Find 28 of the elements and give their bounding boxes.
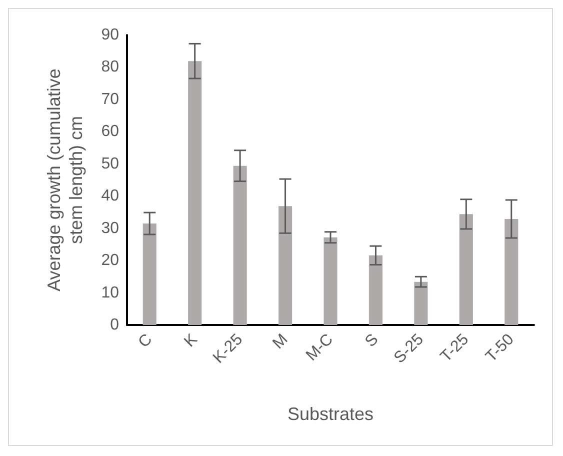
y-axis-title: Average growth (cumulative stem length) cm [44,68,86,292]
bar [504,218,518,325]
y-tick-label: 50 [101,155,120,172]
y-tick-label: 70 [101,90,120,108]
x-axis-title: Substrates [287,404,374,424]
bar [459,214,473,325]
y-tick-label: 20 [101,252,120,270]
bar [278,206,292,325]
x-tick-label: M-C [303,330,337,364]
y-tick-label: 0 [110,316,120,334]
x-tick-label: M [270,330,292,352]
bar [414,282,428,325]
x-tick-label: T-25 [438,330,472,366]
bar [188,61,202,325]
y-tick-label: 90 [101,26,120,44]
y-tick-label: 60 [101,123,120,140]
bar [233,166,247,325]
y-tick-label: 40 [101,188,120,205]
x-tick-label: T-50 [482,330,518,366]
x-tick-label: C [135,330,156,352]
y-tick-label: 80 [101,58,120,76]
bar [142,224,156,325]
bar [368,255,383,325]
bar [324,237,338,325]
y-tick-label: 10 [101,284,120,302]
x-tick-label: K [181,330,202,351]
x-tick-label: S [362,330,382,351]
y-tick-label: 30 [101,220,120,237]
